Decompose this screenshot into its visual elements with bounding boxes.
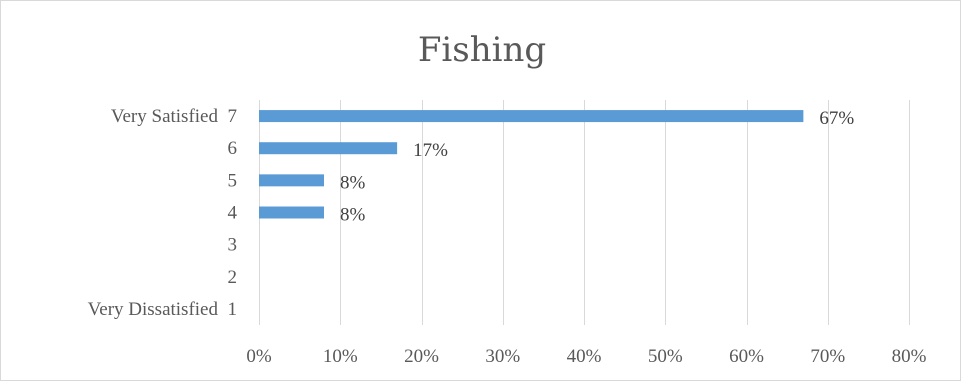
x-tick-label: 60% — [729, 346, 764, 367]
x-tick-label: 50% — [648, 346, 683, 367]
x-tick-label: 70% — [810, 346, 845, 367]
y-axis-category-labels: Very Satisfied 7 6 5 4 3 2 Very Dissatisfied 1 — [88, 106, 238, 320]
category-label: 5 — [228, 170, 238, 191]
category-label: 6 — [228, 138, 238, 159]
data-labels: 67% 17% 8% 8% — [340, 108, 854, 225]
gridlines — [259, 100, 910, 325]
bars — [259, 110, 804, 219]
data-label: 8% — [340, 205, 366, 226]
category-label: Very Dissatisfied 1 — [88, 299, 237, 320]
bar — [259, 174, 324, 187]
chart-title: Fishing — [418, 30, 546, 70]
x-tick-label: 40% — [567, 346, 602, 367]
x-tick-label: 20% — [404, 346, 439, 367]
x-tick-label: 30% — [485, 346, 520, 367]
bar — [259, 142, 398, 155]
x-tick-label: 0% — [246, 346, 272, 367]
x-tick-label: 80% — [892, 346, 927, 367]
category-label: Very Satisfied 7 — [111, 106, 237, 127]
x-tick-label: 10% — [323, 346, 358, 367]
data-label: 17% — [413, 140, 448, 161]
bar — [259, 206, 324, 219]
category-label: 2 — [228, 267, 238, 288]
category-label: 3 — [228, 235, 238, 256]
category-label: 4 — [228, 203, 238, 224]
data-label: 67% — [819, 108, 854, 129]
data-label: 8% — [340, 172, 366, 193]
bar — [259, 110, 804, 123]
x-axis-tick-labels: 0% 10% 20% 30% 40% 50% 60% 70% 80% — [246, 346, 926, 367]
